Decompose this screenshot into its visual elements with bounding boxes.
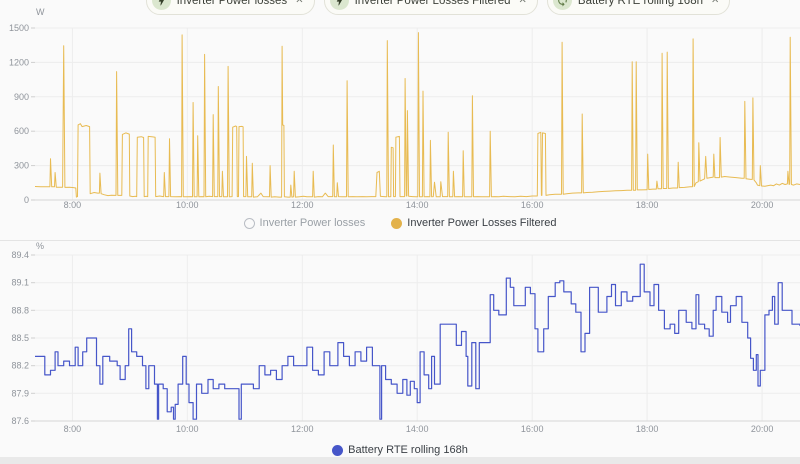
inverter-power-losses-chart[interactable]: 0 300 600 900 1200 1500 8:00 10:00 12:00 14:00 16:… (0, 0, 800, 212)
svg-text:14:00: 14:00 (406, 424, 429, 434)
svg-text:10:00: 10:00 (176, 424, 199, 434)
flash-icon (329, 0, 349, 10)
close-icon[interactable]: ✕ (518, 0, 527, 6)
svg-text:900: 900 (14, 92, 29, 102)
top-chart-legend: Inverter Power losses Inverter Power Los… (0, 214, 800, 232)
bottom-scroll-area (0, 457, 800, 464)
legend-item-inverter-power-losses[interactable]: Inverter Power losses (243, 217, 366, 229)
chip-label: Inverter Power losses (176, 0, 288, 7)
svg-text:0: 0 (24, 195, 29, 205)
flash-icon (151, 0, 171, 10)
entity-chip-inverter-power-losses[interactable]: Inverter Power losses ✕ (145, 0, 315, 15)
series-dot-blue-icon (332, 444, 344, 456)
legend-label: Inverter Power Losses Filtered (407, 217, 557, 229)
svg-text:18:00: 18:00 (636, 424, 659, 434)
svg-text:87.9: 87.9 (11, 388, 29, 398)
svg-text:14:00: 14:00 (406, 200, 429, 210)
y-axis-unit-watts: W (36, 7, 45, 17)
svg-text:89.4: 89.4 (11, 250, 29, 260)
chip-label: Battery RTE rolling 168h (577, 0, 703, 7)
close-icon[interactable]: ✕ (295, 0, 304, 6)
svg-text:88.2: 88.2 (11, 361, 29, 371)
close-icon[interactable]: ✕ (711, 0, 720, 6)
svg-text:1200: 1200 (9, 57, 29, 67)
battery-sync-icon (552, 0, 572, 10)
legend-item-battery-rte[interactable]: Battery RTE rolling 168h (332, 444, 468, 456)
legend-label: Inverter Power losses (259, 217, 366, 229)
section-divider (0, 240, 800, 241)
series-dot-hollow-icon (243, 217, 255, 229)
svg-text:20:00: 20:00 (751, 200, 774, 210)
svg-text:10:00: 10:00 (176, 200, 199, 210)
svg-text:16:00: 16:00 (521, 200, 544, 210)
svg-text:88.8: 88.8 (11, 305, 29, 315)
svg-text:8:00: 8:00 (64, 200, 82, 210)
svg-text:18:00: 18:00 (636, 200, 659, 210)
svg-text:12:00: 12:00 (291, 424, 314, 434)
entity-chip-inverter-power-losses-filtered[interactable]: Inverter Power Losses Filtered ✕ (323, 0, 538, 15)
bottom-chart-legend: Battery RTE rolling 168h (0, 441, 800, 459)
series-dot-amber-icon (391, 217, 403, 229)
svg-text:16:00: 16:00 (521, 424, 544, 434)
y-axis-unit-percent: % (36, 241, 45, 251)
legend-item-inverter-power-losses-filtered[interactable]: Inverter Power Losses Filtered (391, 217, 556, 229)
battery-rte-chart[interactable]: 87.6 87.9 88.2 88.5 88.8 89.1 89.4 8:00 10:00 12:… (0, 242, 800, 440)
svg-text:88.5: 88.5 (11, 333, 29, 343)
svg-text:12:00: 12:00 (291, 200, 314, 210)
svg-text:8:00: 8:00 (64, 424, 82, 434)
chip-label: Inverter Power Losses Filtered (354, 0, 511, 7)
entity-chips-row: Inverter Power losses ✕ Inverter Power L… (38, 0, 800, 15)
svg-text:20:00: 20:00 (751, 424, 774, 434)
svg-text:89.1: 89.1 (11, 278, 29, 288)
svg-text:87.6: 87.6 (11, 416, 29, 426)
svg-text:600: 600 (14, 126, 29, 136)
svg-text:300: 300 (14, 161, 29, 171)
legend-label: Battery RTE rolling 168h (348, 444, 468, 456)
svg-text:1500: 1500 (9, 23, 29, 33)
